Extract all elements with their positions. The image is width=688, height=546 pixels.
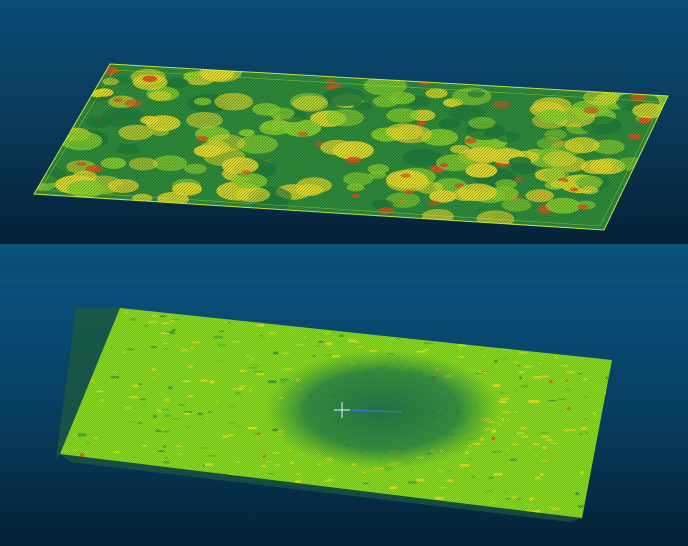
bounding-box-outline [33,63,669,231]
view-divider[interactable] [0,244,688,284]
surface-mesh [34,64,668,230]
ground-plane-shadow-bottom [60,454,582,522]
axis-line [349,409,403,413]
viewport-3d-top[interactable] [0,0,688,244]
ground-plane-shadow [56,308,120,460]
bounding-box-inner [39,69,663,227]
crosshair-icon [334,402,350,418]
point-cloud-surface[interactable] [0,0,688,244]
viewport-3d-bottom[interactable] [0,284,688,546]
point-cloud-plane[interactable] [0,284,688,546]
